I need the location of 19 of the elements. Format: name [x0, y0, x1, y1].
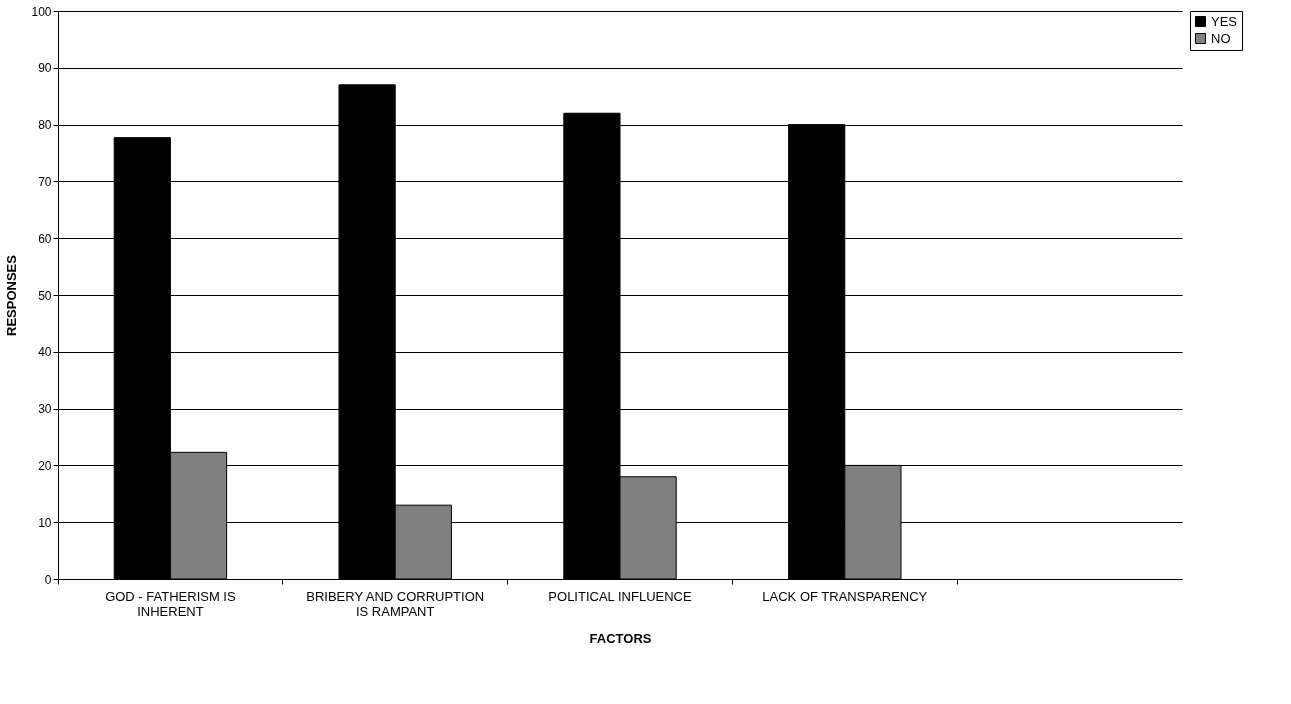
- y-tick-label: 70: [38, 174, 52, 189]
- x-tick-label: GOD - FATHERISM IS INHERENT: [105, 588, 236, 619]
- y-tick-label: 0: [44, 572, 52, 587]
- y-tick-label: 60: [38, 231, 52, 246]
- x-axis-title: FACTORS: [589, 630, 652, 646]
- legend-label: YES: [1211, 13, 1238, 29]
- y-tick-label: 40: [38, 345, 52, 360]
- x-tick-label: POLITICAL INFLUENCE: [548, 588, 692, 604]
- x-tick-label: LACK OF TRANSPARENCY: [762, 588, 928, 604]
- y-tick-label: 80: [38, 118, 52, 133]
- y-tick-label: 10: [38, 515, 52, 530]
- y-tick-label: 30: [38, 402, 52, 417]
- x-tick-label: BRIBERY AND CORRUPTION IS RAMPANT: [306, 588, 485, 619]
- y-tick-label: 20: [38, 458, 52, 473]
- y-tick-label: 90: [38, 61, 52, 76]
- y-axis-title: RESPONSES: [4, 254, 20, 336]
- legend-label: NO: [1211, 30, 1231, 46]
- y-tick-label: 100: [31, 4, 52, 19]
- y-tick-label: 50: [38, 288, 52, 303]
